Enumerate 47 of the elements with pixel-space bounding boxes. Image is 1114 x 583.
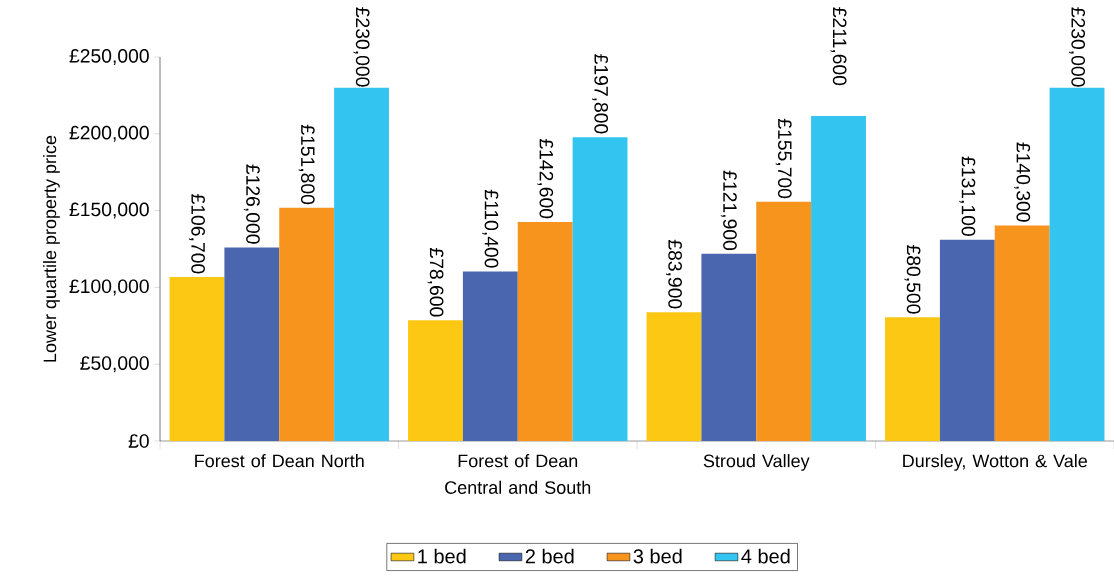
x-tick-label: Stroud Valley: [703, 454, 810, 471]
bar: [408, 320, 463, 441]
y-tick-label: £0: [128, 434, 149, 448]
bar: [224, 247, 280, 441]
data-label: £131,100: [959, 156, 976, 236]
data-label: £126,000: [243, 164, 260, 244]
y-tick-label: £50,000: [80, 356, 149, 373]
bar: [701, 253, 757, 441]
bar: [756, 201, 812, 441]
x-tick-label: Dursley, Wotton & Vale: [903, 454, 1087, 471]
legend-label: 2 bed: [525, 548, 574, 564]
bar: [572, 137, 628, 441]
bar: [994, 225, 1050, 441]
data-label: £230,000: [353, 7, 370, 87]
bar: [1049, 87, 1105, 441]
legend-label: 3 bed: [633, 548, 682, 564]
bar: [279, 207, 335, 441]
data-label: £142,600: [537, 138, 554, 219]
data-label: £197,800: [592, 54, 609, 134]
data-label: £78,600: [427, 248, 444, 317]
data-label: £155,700: [775, 118, 792, 199]
bar: [939, 239, 995, 441]
data-label: £106,700: [188, 194, 205, 274]
bar: [462, 271, 518, 441]
bar: [885, 317, 940, 441]
y-tick-label: £150,000: [69, 202, 149, 219]
data-label: £121,900: [720, 170, 737, 251]
bar: [169, 277, 225, 441]
data-label: £211,600: [830, 7, 847, 86]
data-label: £140,300: [1014, 142, 1031, 222]
legend-label: 4 bed: [741, 548, 790, 564]
bar: [334, 87, 389, 441]
y-tick-label: £100,000: [69, 279, 149, 296]
y-axis-title: Lower quartile property price: [43, 135, 60, 362]
data-label: £83,900: [665, 239, 682, 309]
y-tick-label: £250,000: [69, 49, 149, 65]
bar: [517, 221, 573, 441]
bar: [646, 312, 702, 441]
x-tick-label: Forest of Dean North: [195, 454, 364, 468]
data-label: £80,500: [904, 245, 921, 314]
data-label: £230,000: [1069, 7, 1086, 87]
data-label: £110,400: [482, 189, 499, 268]
legend-label: 1 bed: [418, 548, 466, 564]
x-tick-label: Forest of Dean Central and South: [445, 454, 591, 494]
y-tick-label: £200,000: [69, 125, 149, 142]
data-label: £151,800: [298, 124, 315, 205]
bar: [811, 115, 866, 441]
